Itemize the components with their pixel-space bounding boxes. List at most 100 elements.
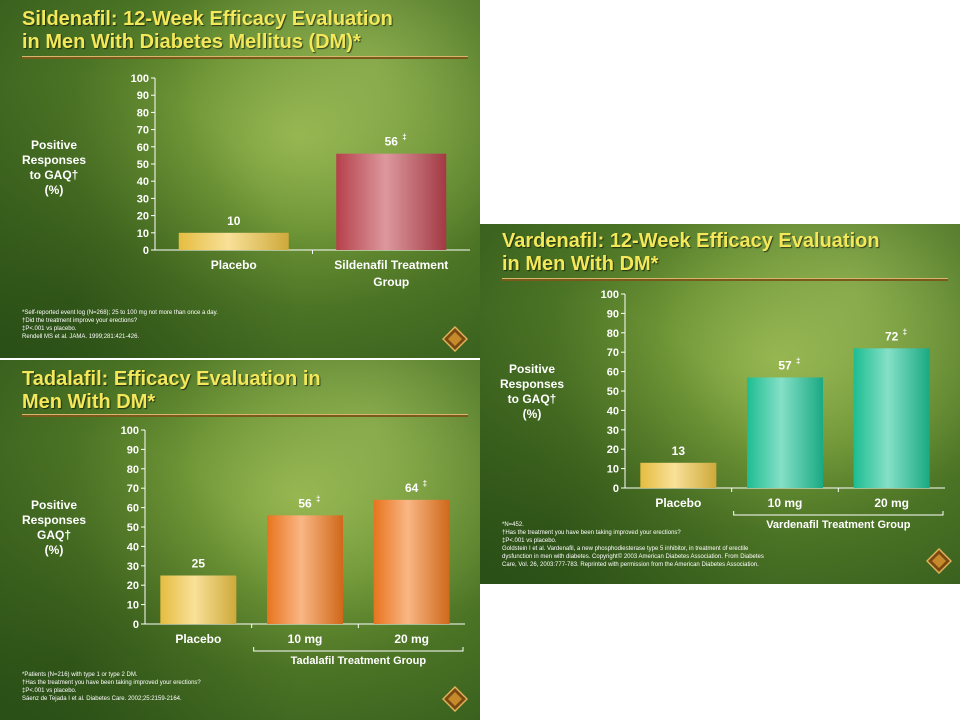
footnotes: *N=452. †Has the treatment you have been… [502,521,942,569]
chart-title: Sildenafil: 12-Week Efficacy Evaluation … [22,8,393,54]
y-tick-label: 50 [607,386,619,398]
chart-title-line-2: Men With DM* [22,391,156,413]
chart-title-line-2: in Men With Diabetes Mellitus (DM)* [22,31,361,53]
chart-title-line-1: Vardenafil: 12-Week Efficacy Evaluation [502,230,880,252]
y-tick-label: 0 [133,619,139,631]
y-tick-label: 90 [137,90,149,102]
category-label: Group [373,275,409,289]
footnote-6: Care, Vol. 26, 2003:777-783. Reprinted w… [502,562,759,568]
footnote-3: ‡P<.001 vs placebo. [502,538,557,544]
y-axis-label-line-2: Responses [499,377,565,391]
data-label: 57 [778,358,792,372]
significance-marker: ‡ [903,327,907,336]
bar-1 [336,153,447,250]
footnote-1: *N=452. [502,522,524,528]
y-tick-label: 40 [137,176,149,188]
y-tick-label: 10 [137,228,149,240]
significance-marker: ‡ [796,356,800,365]
y-tick-label: 70 [127,483,139,495]
slide-vardenafil: Vardenafil: 12-Week Efficacy Evaluation … [480,224,960,584]
sildenafil-chart: 0 10 20 30 40 50 60 70 80 90 100 10 Placebo 56 ‡ Silden… [131,73,470,289]
bar-0 [160,575,237,624]
y-tick-label: 40 [607,405,619,417]
category-label: 10 mg [288,632,323,646]
slide-tadalafil: Tadalafil: Efficacy Evaluation in Men Wi… [0,360,480,720]
y-tick-label: 90 [607,308,619,320]
logo-emblem-icon [442,686,468,712]
data-label: 56 [298,496,312,510]
y-tick-label: 20 [607,444,619,456]
footnote-2: †Has the treatment you have been taking … [502,530,681,536]
logo-emblem-icon [926,548,952,574]
footnote-2: †Did the treatment improve your erection… [22,318,138,324]
category-label: 10 mg [768,496,803,510]
footnotes: *Self-reported event log (N=268); 25 to … [22,309,462,341]
bar-2 [373,499,450,624]
y-tick-label: 60 [607,367,619,379]
y-tick-label: 100 [601,289,619,301]
group-bracket [253,647,464,652]
y-axis-label-line-4: (%) [44,543,64,557]
category-label: 20 mg [874,496,909,510]
footnote-3: ‡P<.001 vs placebo. [22,326,77,332]
y-tick-label: 0 [143,245,149,257]
y-axis-label-line-1: Positive [508,362,556,376]
footnotes: *Patients (N=216) with type 1 or type 2 … [22,671,462,703]
y-tick-label: 40 [127,541,139,553]
bar-0 [640,462,717,488]
data-label: 56 [385,135,399,149]
significance-marker: ‡ [316,494,320,503]
chart-title-line-1: Tadalafil: Efficacy Evaluation in [22,368,321,390]
y-axis-label-line-4: (%) [522,407,542,421]
y-axis-label-line-2: Responses [21,513,87,527]
title-rule [22,414,468,417]
category-label: Sildenafil Treatment [334,258,448,272]
footnote-1: *Patients (N=216) with type 1 or type 2 … [22,672,138,678]
data-label: 25 [192,557,206,571]
y-axis-label: Positive Responses GAQ† (%) [14,498,94,558]
title-rule [22,56,468,59]
chart-title-line-1: Sildenafil: 12-Week Efficacy Evaluation [22,8,393,30]
y-tick-label: 80 [607,328,619,340]
y-tick-label: 100 [131,73,149,85]
y-tick-label: 60 [127,503,139,515]
footnote-3: ‡P<.001 vs placebo. [22,688,77,694]
y-axis-label-line-3: GAQ† [36,528,71,542]
group-bracket [733,511,944,516]
y-tick-label: 30 [137,193,149,205]
bar-0 [178,232,289,250]
y-tick-label: 10 [127,600,139,612]
category-label: Placebo [655,496,701,510]
y-tick-label: 70 [607,347,619,359]
y-tick-label: 0 [613,483,619,495]
y-axis-label: Positive Responses to GAQ† (%) [492,362,572,422]
slide-sildenafil: Sildenafil: 12-Week Efficacy Evaluation … [0,0,480,358]
significance-marker: ‡ [402,133,406,142]
y-tick-label: 80 [137,107,149,119]
category-label: Placebo [211,258,257,272]
footnote-5: dysfunction in men with diabetes. Copyri… [502,554,764,560]
y-tick-label: 90 [127,444,139,456]
y-axis-label-line-3: to GAQ† [507,392,557,406]
chart-title-line-2: in Men With DM* [502,253,659,275]
y-tick-label: 20 [127,580,139,592]
data-label: 13 [672,444,686,458]
y-tick-label: 30 [607,425,619,437]
chart-title: Vardenafil: 12-Week Efficacy Evaluation … [502,230,880,276]
logo-emblem-icon [442,326,468,352]
data-label: 72 [885,329,899,343]
y-axis-label-line-3: to GAQ† [29,168,79,182]
y-tick-label: 10 [607,464,619,476]
group-label: Vardenafil Treatment Group [766,519,911,531]
footnote-4: Goldstein I et al. Vardenafil, a new pho… [502,546,749,552]
bar-2 [853,348,930,488]
data-label: 10 [227,214,241,228]
significance-marker: ‡ [423,479,427,488]
category-label: Placebo [175,632,221,646]
bar-1 [747,377,823,488]
bar-1 [267,515,343,624]
y-axis-label: Positive Responses to GAQ† (%) [14,138,94,198]
y-tick-label: 70 [137,125,149,137]
y-axis-label-line-4: (%) [44,183,64,197]
y-axis-label-line-1: Positive [30,498,78,512]
